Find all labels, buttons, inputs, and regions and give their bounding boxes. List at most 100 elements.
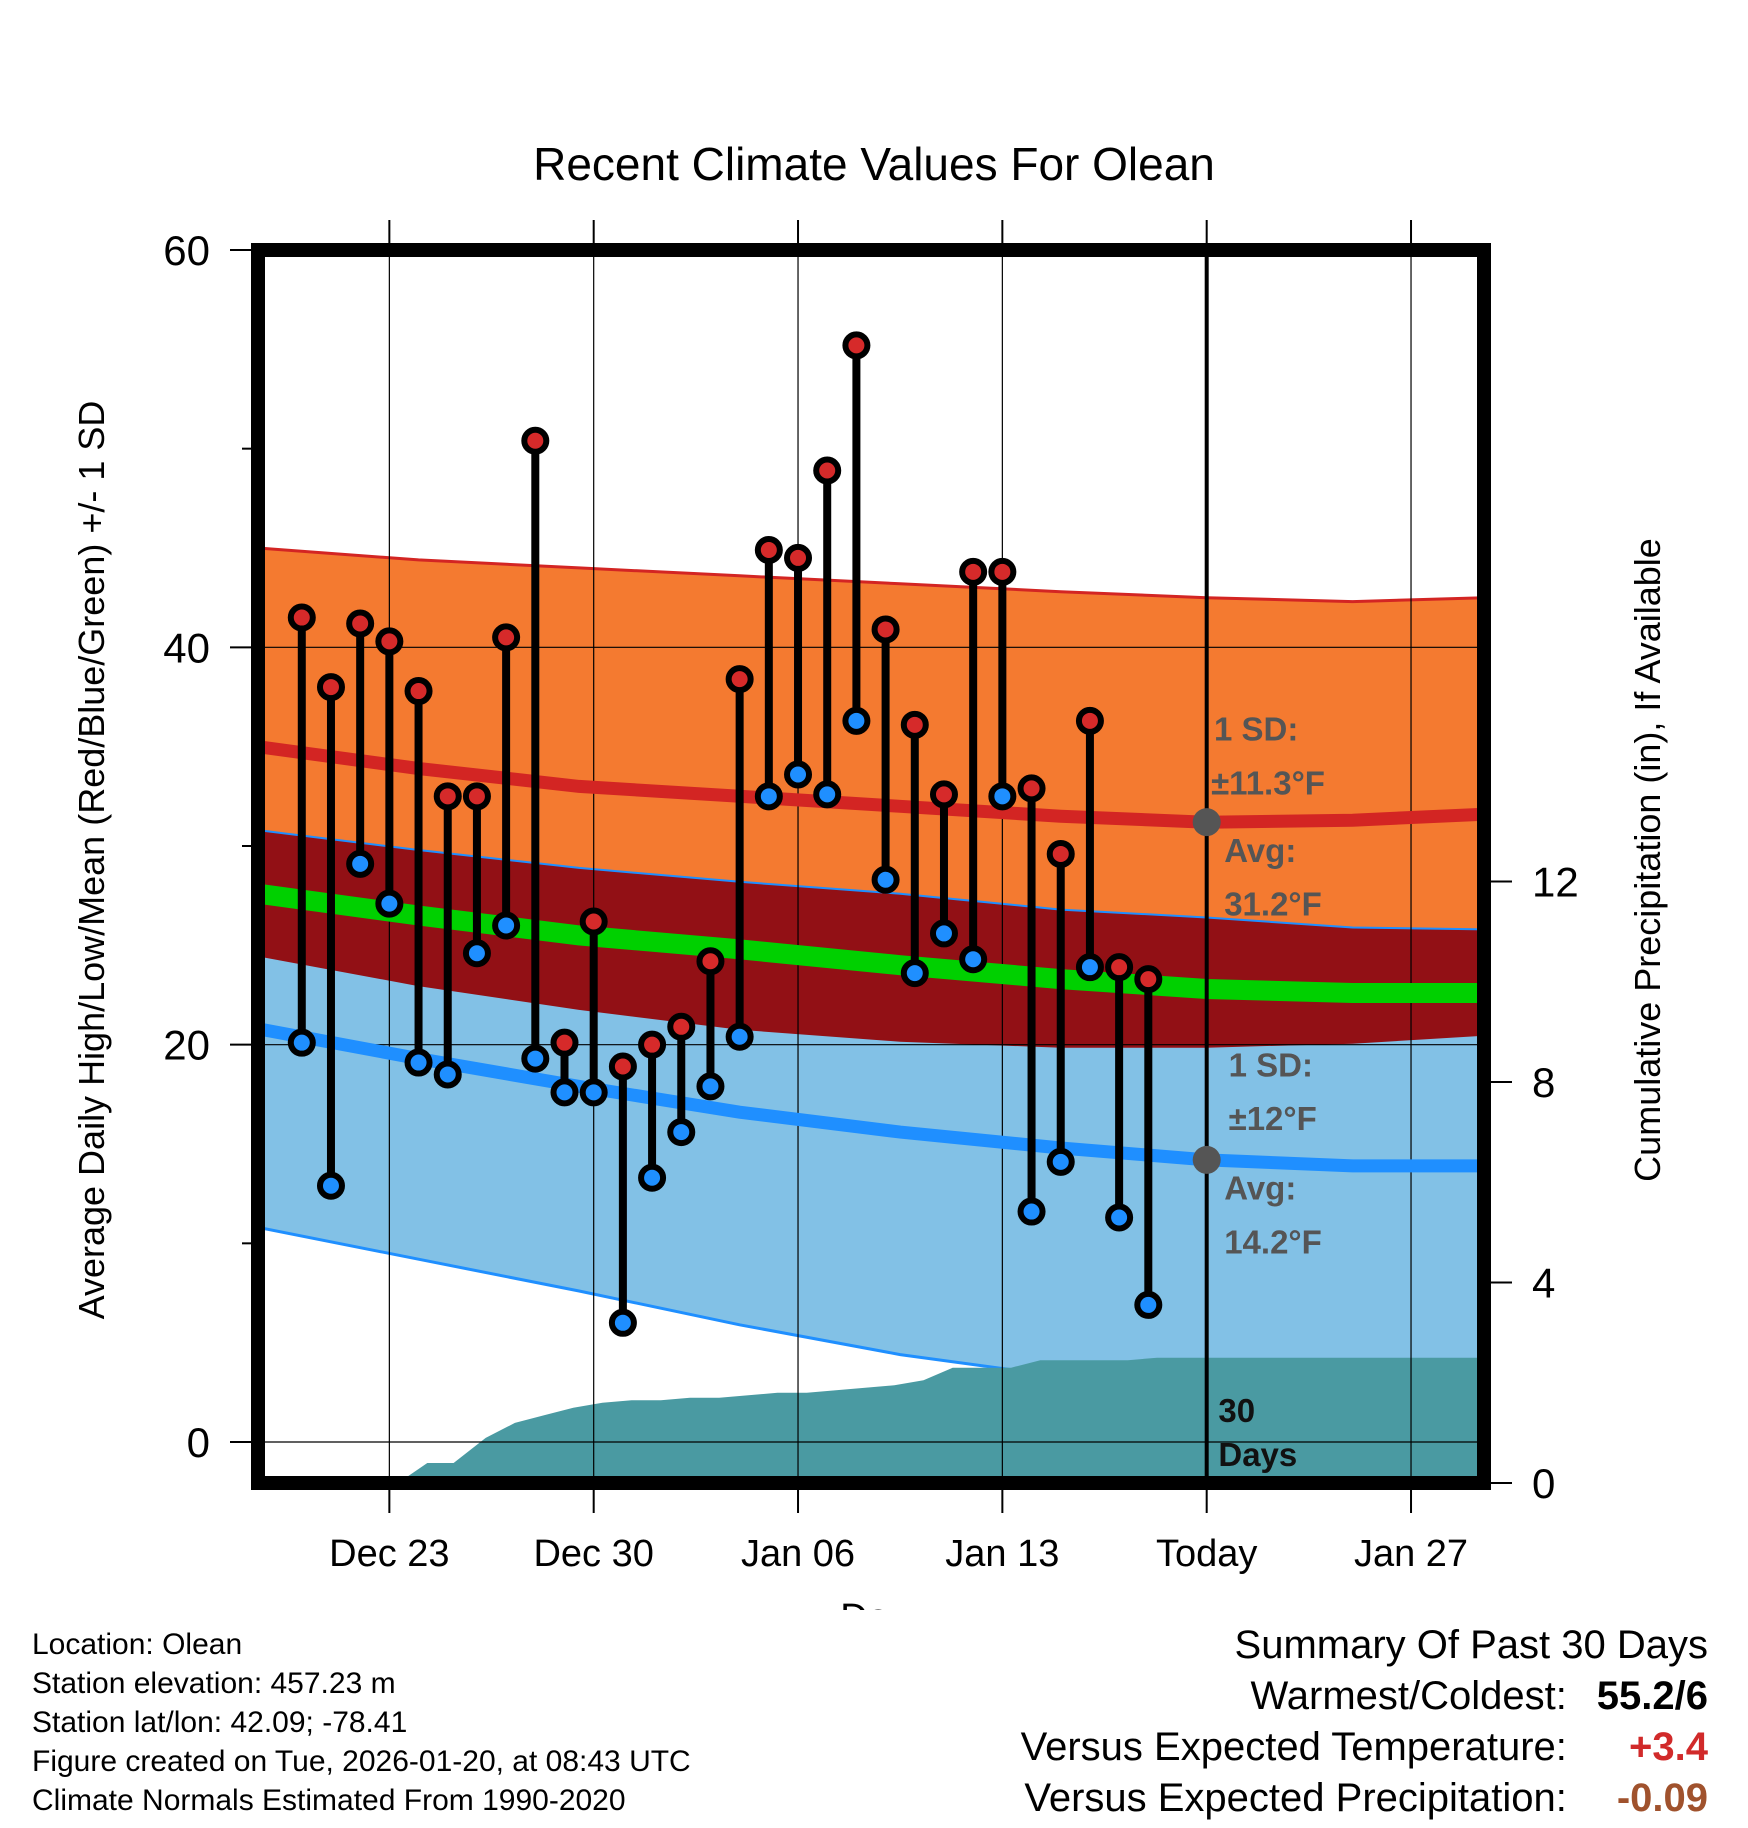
y-tick-label: 20 — [163, 1022, 210, 1069]
summary-temp-row: Versus Expected Temperature: +3.4 — [1021, 1722, 1708, 1773]
daily-high-point — [492, 623, 521, 652]
low-avg-label: Avg: — [1224, 1170, 1296, 1207]
daily-low-point — [725, 1022, 754, 1051]
daily-high-point — [521, 426, 550, 455]
chart-title: Recent Climate Values For Olean — [533, 138, 1215, 190]
high-normal-line — [258, 740, 1484, 829]
daily-high-point — [959, 557, 988, 586]
daily-low-point — [316, 1171, 345, 1200]
daily-low-point — [754, 782, 783, 811]
daily-high-point — [1105, 953, 1134, 982]
high-avg-value: 31.2°F — [1224, 886, 1322, 923]
temp-label: Versus Expected Temperature: — [1020, 1725, 1567, 1769]
summary-panel: Summary Of Past 30 Days Warmest/Coldest:… — [1021, 1620, 1708, 1824]
daily-low-point — [1075, 953, 1104, 982]
daily-low-point — [433, 1060, 462, 1089]
daily-low-point — [988, 782, 1017, 811]
y-tick-label: 60 — [163, 227, 210, 274]
y-right-tick-label: 4 — [1532, 1260, 1555, 1307]
high-avg-label: Avg: — [1224, 832, 1296, 869]
low-sd-value: ±12°F — [1229, 1100, 1317, 1137]
daily-low-point — [462, 939, 491, 968]
low-sd-label: 1 SD: — [1229, 1046, 1313, 1083]
x-tick-label: Jan 13 — [945, 1533, 1059, 1575]
daily-high-point — [346, 609, 375, 638]
daily-low-point — [1105, 1203, 1134, 1232]
daily-low-point — [638, 1163, 667, 1192]
high-lower-edge — [258, 829, 1484, 931]
high-upper-edge — [258, 546, 1484, 604]
daily-high-point — [638, 1030, 667, 1059]
y-right-tick-label: 12 — [1532, 859, 1579, 906]
daily-low-point — [521, 1044, 550, 1073]
high-sd-label: 1 SD: — [1214, 711, 1298, 748]
x-tick-label: Today — [1156, 1533, 1257, 1575]
daily-high-point — [871, 615, 900, 644]
daily-low-point — [579, 1078, 608, 1107]
daily-high-point — [608, 1052, 637, 1081]
daily-high-point — [900, 710, 929, 739]
daily-high-point — [433, 782, 462, 811]
daily-high-point — [579, 907, 608, 936]
low-upper-edge — [258, 954, 1484, 1048]
daily-low-point — [1017, 1197, 1046, 1226]
daily-high-point — [404, 677, 433, 706]
today-low-avg-marker — [1192, 1145, 1221, 1174]
temp-value: +3.4 — [1629, 1725, 1708, 1769]
daily-low-point — [784, 760, 813, 789]
daily-high-point — [696, 947, 725, 976]
created-text: Figure created on Tue, 2026-01-20, at 08… — [32, 1745, 691, 1778]
y-tick-label: 40 — [163, 624, 210, 671]
y-axis-right-label: Cumulative Precipitation (in), If Availa… — [1627, 538, 1668, 1182]
summary-warmest-row: Warmest/Coldest: 55.2/6 — [1021, 1671, 1709, 1722]
daily-low-point — [608, 1308, 637, 1337]
daily-low-point — [871, 865, 900, 894]
x-tick-label: Jan 27 — [1354, 1533, 1468, 1575]
plot-clipped-group: 1 SD: ±11.3°F Avg: 31.2°F 1 SD: ±12°F Avg: 14.2… — [258, 250, 1484, 1483]
daily-high-point — [929, 780, 958, 809]
daily-low-point — [813, 780, 842, 809]
daily-low-point — [346, 849, 375, 878]
daily-low-point — [959, 945, 988, 974]
y-tick-label: 0 — [187, 1419, 210, 1466]
daily-low-point — [1046, 1147, 1075, 1176]
daily-low-point — [550, 1078, 579, 1107]
precip-label: Versus Expected Precipitation: — [1024, 1776, 1567, 1820]
daily-high-point — [784, 543, 813, 572]
high-sd-value: ±11.3°F — [1211, 764, 1325, 801]
days-count: 30 — [1218, 1392, 1255, 1429]
plot-frame — [251, 243, 1491, 1490]
daily-high-point — [462, 782, 491, 811]
daily-high-point — [754, 535, 783, 564]
daily-high-point — [1134, 965, 1163, 994]
daily-low-point — [287, 1028, 316, 1057]
daily-low-point — [842, 706, 871, 735]
low-avg-value: 14.2°F — [1224, 1223, 1322, 1260]
days-word: Days — [1218, 1436, 1297, 1473]
daily-high-point — [1075, 706, 1104, 735]
x-tick-label: Dec 30 — [533, 1533, 653, 1575]
warmest-coldest-label: Warmest/Coldest: — [1250, 1674, 1567, 1718]
climate-chart: Recent Climate Values For Olean 1 SD: ±11… — [71, 138, 1668, 1610]
daily-low-point — [375, 889, 404, 918]
normals-text: Climate Normals Estimated From 1990-2020 — [32, 1784, 626, 1817]
plot-area: 1 SD: ±11.3°F Avg: 31.2°F 1 SD: ±12°F Avg: 14.2… — [163, 220, 1579, 1575]
summary-precip-row: Versus Expected Precipitation: -0.09 — [1021, 1773, 1708, 1824]
warmest-coldest-value: 55.2/6 — [1596, 1674, 1708, 1718]
y-right-tick-label: 8 — [1532, 1059, 1555, 1106]
precip-value: -0.09 — [1616, 1776, 1708, 1820]
daily-high-point — [842, 331, 871, 360]
daily-high-point — [1046, 839, 1075, 868]
daily-low-point — [929, 919, 958, 948]
daily-high-point — [813, 456, 842, 485]
elevation-text: Station elevation: 457.23 m — [32, 1667, 396, 1700]
today-high-avg-marker — [1192, 808, 1221, 837]
summary-title: Summary Of Past 30 Days — [1234, 1623, 1708, 1667]
daily-high-point — [316, 673, 345, 702]
x-axis-label: Day — [840, 1597, 908, 1610]
daily-high-point — [1017, 774, 1046, 803]
daily-high-point — [725, 665, 754, 694]
y-axis-label: Average Daily High/Low/Mean (Red/Blue/Gr… — [71, 401, 112, 1320]
location-text: Location: Olean — [32, 1628, 243, 1661]
daily-low-point — [696, 1072, 725, 1101]
